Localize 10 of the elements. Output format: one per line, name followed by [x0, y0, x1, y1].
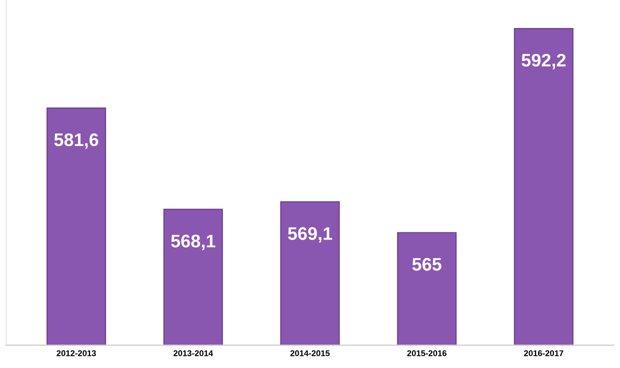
data-label: 568,1: [171, 234, 216, 250]
x-tick-label: 2015-2016: [407, 350, 446, 356]
x-tick-label: 2013-2014: [174, 350, 214, 356]
data-label: 581,6: [54, 133, 98, 149]
x-tick-label: 2014-2015: [290, 350, 330, 356]
x-tick-label: 2016-2017: [524, 350, 564, 356]
data-label: 569,1: [288, 227, 332, 243]
x-tick-label: 2012-2013: [56, 350, 96, 356]
data-label: 592,2: [522, 54, 566, 70]
data-label: 565: [412, 258, 442, 271]
